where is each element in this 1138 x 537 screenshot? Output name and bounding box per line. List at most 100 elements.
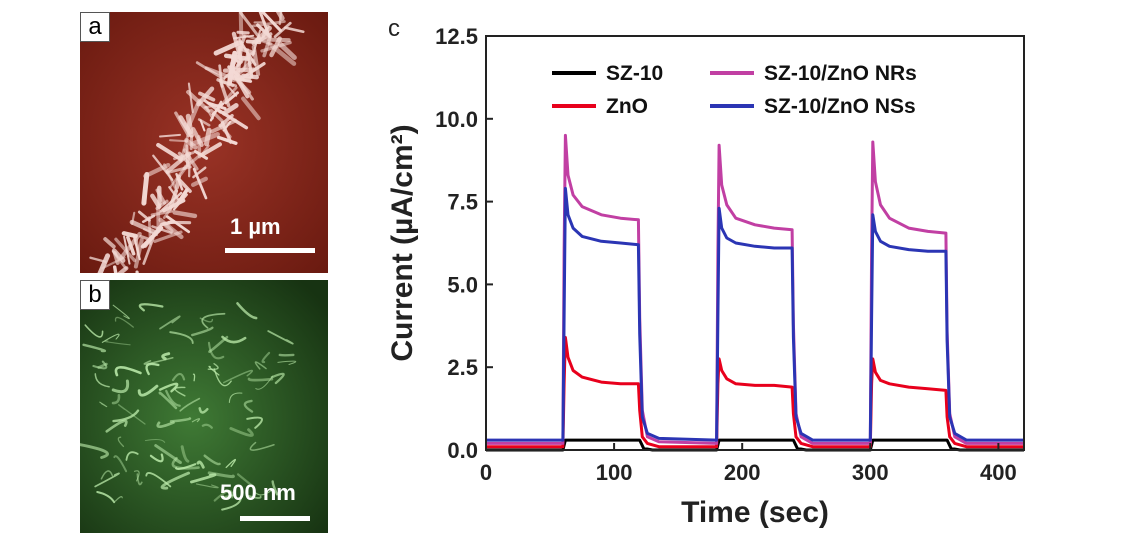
nanosheet-stroke — [125, 451, 139, 461]
y-tick-label: 5.0 — [447, 272, 478, 297]
nanosheet-stroke — [117, 436, 125, 448]
y-tick-label: 2.5 — [447, 355, 478, 380]
nanosheet-stroke — [196, 460, 205, 469]
legend-label: SZ-10 — [606, 62, 663, 85]
nanorod-stroke — [129, 219, 156, 234]
panel-letter-a: a — [80, 12, 110, 42]
nanosheet-stroke — [180, 445, 190, 463]
nanosheet-stroke — [195, 483, 219, 489]
nanorod-stroke — [168, 186, 180, 201]
nanorod-stroke — [162, 198, 186, 213]
nanorod-stroke — [235, 41, 244, 77]
nanosheet-stroke — [160, 471, 191, 490]
nanosheet-stroke — [114, 496, 123, 502]
scale-bar-b — [240, 516, 310, 521]
nanosheet-stroke — [114, 366, 142, 377]
nanosheet-stroke — [221, 496, 242, 511]
nanorod-stroke — [184, 138, 198, 150]
nanosheet-stroke — [221, 494, 237, 499]
nanorod-stroke — [117, 266, 129, 273]
nanosheet-stroke — [191, 418, 201, 423]
nanosheet-stroke — [118, 404, 146, 425]
nanorod-stroke — [199, 119, 206, 132]
nanosheet-stroke — [158, 382, 179, 393]
sem-image-panel-b: b 500 nm — [80, 280, 328, 533]
nanosheet-stroke — [138, 303, 164, 312]
nanorod-stroke — [278, 12, 283, 26]
nanorod-stroke — [165, 151, 192, 174]
nanosheet-stroke — [82, 343, 107, 353]
nanorod-stroke — [267, 41, 297, 66]
nanosheet-stroke — [228, 392, 243, 404]
nanorod-stroke — [199, 142, 222, 157]
y-tick-label: 12.5 — [435, 24, 478, 49]
nanorod-stroke — [251, 29, 262, 57]
nanosheet-stroke — [171, 456, 200, 470]
nanosheet-stroke — [270, 372, 285, 385]
scale-label-a: 1 µm — [230, 214, 281, 239]
y-tick-label: 7.5 — [447, 190, 478, 215]
panel-letter-c: c — [388, 15, 400, 42]
nanosheet-stroke — [261, 351, 271, 364]
nanosheet-stroke — [100, 470, 114, 480]
nanorod-stroke — [204, 105, 214, 120]
nanosheet-stroke — [169, 417, 192, 423]
legend-label: SZ-10/ZnO NSs — [764, 95, 916, 118]
nanosheet-stroke — [229, 427, 254, 437]
x-tick-label: 300 — [852, 460, 889, 485]
y-tick-label: 0.0 — [447, 438, 478, 463]
nanorod-stroke — [111, 250, 128, 270]
nanorod-stroke — [103, 237, 116, 249]
nanosheet-stroke — [213, 368, 232, 387]
nanosheet-stroke — [254, 361, 267, 370]
nanosheet-stroke — [113, 455, 128, 473]
nanosheet-stroke — [203, 454, 221, 466]
nanorod-stroke — [221, 103, 239, 116]
nanosheet-stroke — [198, 407, 209, 414]
nanorod-stroke — [235, 76, 252, 82]
nanosheet-stroke — [236, 302, 258, 320]
nanorod-stroke — [187, 82, 194, 114]
current-time-chart: c Current (µA/cm²) Time (sec) 0 100 200 300… — [386, 15, 1025, 529]
nanosheet-stroke — [201, 423, 213, 429]
series-line-0 — [486, 438, 1024, 452]
nanosheet-stroke — [154, 444, 182, 464]
y-tick-label: 10.0 — [435, 107, 478, 132]
x-axis-title: Time (sec) — [681, 496, 829, 529]
nanorod-stroke — [273, 21, 292, 39]
nanosheet-stroke — [94, 373, 110, 388]
nanorod-stroke — [165, 215, 191, 234]
nanorod-stroke — [131, 211, 136, 225]
nanosheet-stroke — [156, 421, 175, 429]
nanosheet-stroke — [145, 362, 160, 376]
nanorod-stroke — [143, 190, 148, 205]
nanorod-stroke — [241, 96, 261, 121]
nanosheet-stroke — [143, 357, 174, 365]
nanorod-stroke — [239, 12, 261, 40]
nanosheet-stroke — [254, 488, 273, 496]
nanorod-stroke — [123, 235, 131, 265]
nanorod-stroke — [169, 164, 187, 188]
nanosheet-stroke — [111, 394, 121, 405]
nanosheet-stroke — [144, 438, 166, 443]
nanorod-stroke — [258, 12, 270, 35]
nanosheet-stroke — [149, 453, 164, 463]
series-line-3 — [486, 186, 1024, 442]
nanorod-stroke — [261, 12, 283, 33]
y-axis-title: Current (µA/cm²) — [386, 124, 419, 361]
x-tick-label: 200 — [724, 460, 761, 485]
nanosheet-stroke — [191, 326, 214, 337]
nanosheet-stroke — [208, 335, 229, 354]
nanorod-stroke — [236, 30, 250, 35]
panel-letter-b: b — [80, 280, 110, 310]
nanosheet-stroke — [101, 333, 120, 343]
nanorod-stroke — [218, 78, 231, 108]
nanorod-stroke — [185, 98, 202, 131]
legend-label: ZnO — [606, 95, 648, 118]
sem-image-panel-a: a 1 µm — [80, 12, 328, 273]
nanorod-stroke — [89, 256, 107, 263]
nanorod-stroke — [200, 144, 210, 157]
nanosheet-stroke — [243, 399, 254, 413]
nanosheet-stroke — [158, 391, 178, 410]
nanosheet-stroke — [169, 331, 194, 345]
